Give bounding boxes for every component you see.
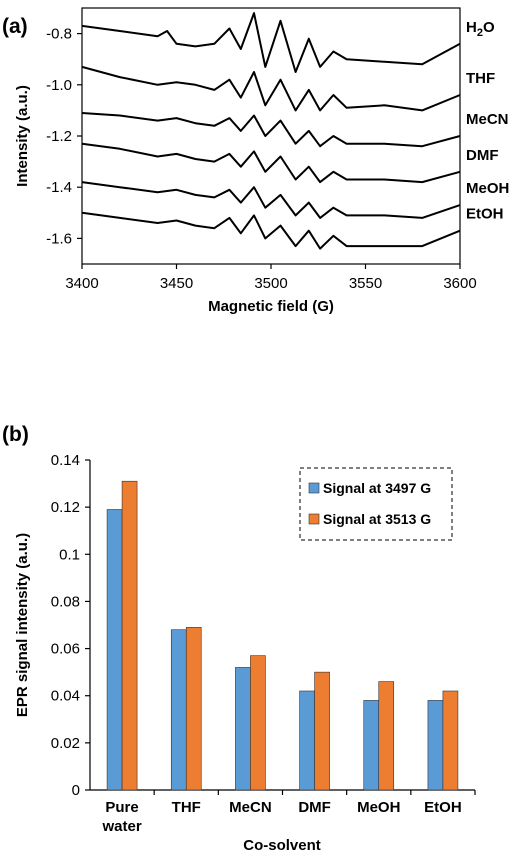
legend-label-3513: Signal at 3513 G [323, 511, 431, 527]
b-category-labels: Pure water THF MeCN DMF MeOH EtOH [101, 790, 476, 835]
bar-1-5 [442, 690, 459, 791]
a-y-tick-label: -1.4 [46, 179, 72, 196]
b-y-axis-title: EPR signal intensity (a.u.) [14, 533, 31, 717]
a-x-axis-title: Magnetic field (G) [208, 298, 334, 315]
category-label: MeCN [229, 799, 272, 816]
a-series-labels: H2O THF MeCN DMF MeOH EtOH [466, 19, 509, 223]
bar-0-2 [235, 667, 251, 791]
series-label-0: H2O [466, 19, 495, 39]
series-label-1: THF [466, 70, 495, 87]
bar-1-1 [185, 627, 202, 791]
bar-0-5 [427, 700, 444, 791]
panel-b-label: (b) [2, 423, 29, 446]
category-label: DMF [298, 799, 331, 816]
category-label: EtOH [424, 799, 462, 816]
series-label-2: MeCN [466, 111, 509, 128]
spectrum-line-3 [81, 142, 461, 184]
spectrum-line-1 [81, 65, 461, 112]
bar-1-3 [314, 671, 330, 791]
legend-box [299, 467, 453, 541]
a-y-ticks: -0.8 -1.0 -1.2 -1.4 -1.6 [46, 26, 82, 247]
b-y-tick-label: 0 [72, 782, 80, 799]
plot-a-frame [81, 7, 461, 265]
b-y-ticks: 0 0.02 0.04 0.06 0.08 0.1 0.12 0.14 [51, 452, 90, 799]
a-y-axis-title: Intensity (a.u.) [14, 85, 31, 187]
b-x-axis-title: Co-solvent [243, 837, 321, 854]
spectrum-line-2 [81, 112, 461, 148]
a-x-tick-label: 3550 [349, 275, 382, 292]
category-label: Pure [105, 799, 138, 816]
b-y-tick-label: 0.12 [51, 499, 80, 516]
b-y-tick-label: 0.1 [59, 546, 80, 563]
spectrum-line-5 [81, 211, 461, 250]
a-y-tick-label: -1.2 [46, 128, 72, 145]
bar-0-4 [363, 700, 380, 791]
category-label: MeOH [357, 799, 400, 816]
category-label: water [101, 818, 141, 835]
a-x-tick-label: 3450 [160, 275, 193, 292]
b-y-tick-label: 0.08 [51, 593, 80, 610]
a-y-tick-label: -0.8 [46, 26, 72, 43]
panel-a-label: (a) [2, 15, 28, 38]
a-x-tick-label: 3500 [254, 275, 287, 292]
bar-1-0 [121, 480, 138, 791]
legend-swatch-3513 [308, 513, 320, 525]
b-y-tick-label: 0.04 [51, 688, 80, 705]
bar-0-0 [106, 509, 123, 791]
b-y-tick-label: 0.06 [51, 641, 80, 658]
a-y-tick-label: -1.6 [46, 230, 72, 247]
a-x-tick-label: 3600 [443, 275, 476, 292]
legend-swatch-3497 [308, 482, 320, 494]
b-y-tick-label: 0.14 [51, 452, 80, 469]
series-label-3: DMF [466, 147, 499, 164]
epr-spectra-panel: (a) -0.8 -1.0 -1.2 -1.4 -1.6 3400 3450 3500 355… [2, 7, 509, 315]
b-bars-group [106, 480, 459, 791]
a-series-group [81, 12, 461, 250]
legend: Signal at 3497 G Signal at 3513 G [299, 467, 453, 541]
a-x-tick-label: 3400 [65, 275, 98, 292]
category-label: THF [172, 799, 201, 816]
b-y-tick-label: 0.02 [51, 735, 80, 752]
legend-label-3497: Signal at 3497 G [323, 480, 431, 496]
series-label-5: EtOH [466, 206, 504, 223]
bar-1-2 [250, 655, 266, 791]
a-y-tick-label: -1.0 [46, 77, 72, 94]
a-x-ticks: 3400 3450 3500 3550 3600 [65, 264, 477, 292]
bar-1-4 [378, 681, 395, 791]
bar-0-1 [170, 629, 187, 791]
spectrum-line-0 [81, 12, 461, 73]
bar-0-3 [299, 690, 315, 791]
spectrum-line-4 [81, 181, 461, 219]
bar-chart-panel: (b) 0 0.02 0.04 0.06 0.08 0.1 0.12 0.14 Pure wat… [2, 423, 476, 854]
series-label-4: MeOH [466, 180, 509, 197]
